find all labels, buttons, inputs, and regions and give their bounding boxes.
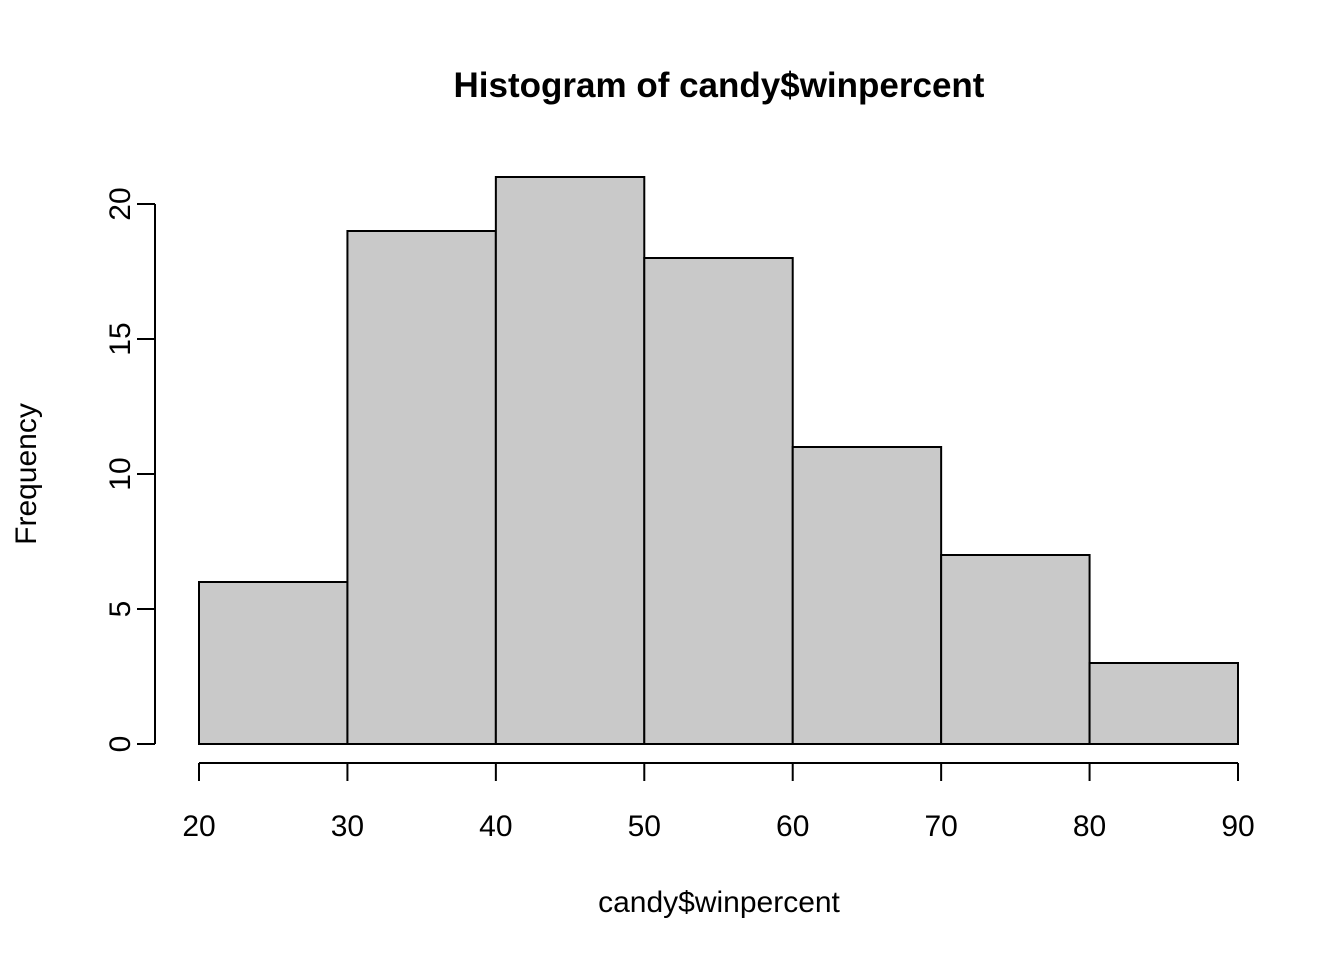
x-tick-label: 50 bbox=[628, 810, 661, 843]
histogram-bar bbox=[346, 230, 497, 745]
y-axis: 0 5 10 15 20 bbox=[104, 187, 156, 753]
x-axis: 20 30 40 50 60 70 80 90 bbox=[182, 762, 1255, 843]
y-tick-label: 0 bbox=[104, 736, 137, 753]
histogram-bar bbox=[1088, 662, 1239, 745]
histogram-bar bbox=[643, 257, 794, 745]
y-axis-label: Frequency bbox=[10, 403, 43, 545]
y-tick-label: 15 bbox=[104, 322, 137, 355]
x-tick-label: 60 bbox=[776, 810, 809, 843]
y-tick-label: 10 bbox=[104, 457, 137, 490]
x-tick-label: 80 bbox=[1073, 810, 1106, 843]
x-tick-label: 30 bbox=[331, 810, 364, 843]
histogram-bar bbox=[791, 446, 943, 745]
histogram-bar bbox=[494, 176, 646, 745]
y-tick-label: 5 bbox=[104, 601, 137, 618]
histogram-bar bbox=[940, 554, 1091, 745]
x-tick-label: 40 bbox=[479, 810, 512, 843]
bars-group bbox=[198, 176, 1239, 745]
x-tick-label: 90 bbox=[1221, 810, 1254, 843]
x-axis-label: candy$winpercent bbox=[598, 886, 840, 919]
histogram-bar bbox=[198, 581, 349, 745]
x-tick-label: 70 bbox=[924, 810, 957, 843]
y-tick-label: 20 bbox=[104, 187, 137, 220]
chart-title: Histogram of candy$winpercent bbox=[454, 66, 985, 105]
x-tick-label: 20 bbox=[182, 810, 215, 843]
